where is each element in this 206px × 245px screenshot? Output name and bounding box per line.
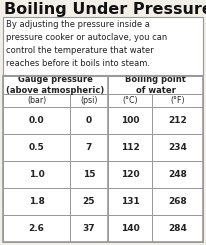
Bar (70, 134, 108, 161)
Text: 1.8: 1.8 (29, 197, 44, 206)
Bar (70, 188, 108, 215)
Text: 1.0: 1.0 (29, 170, 44, 179)
Bar (152, 107, 203, 134)
Bar (108, 94, 152, 107)
Bar (3, 76, 108, 94)
Bar (152, 134, 203, 161)
Text: 131: 131 (121, 197, 139, 206)
Text: 100: 100 (121, 116, 139, 125)
Bar (3, 94, 70, 107)
Text: Gauge pressure
(above atmospheric): Gauge pressure (above atmospheric) (6, 75, 105, 95)
Bar (108, 134, 152, 161)
Text: 212: 212 (168, 116, 187, 125)
Text: 37: 37 (83, 224, 95, 233)
Bar (3, 107, 70, 134)
Text: 2.6: 2.6 (29, 224, 44, 233)
Bar (3, 134, 70, 161)
Bar (3, 188, 70, 215)
Bar (152, 94, 203, 107)
Text: 112: 112 (121, 143, 139, 152)
Text: (bar): (bar) (27, 96, 46, 105)
Text: (°C): (°C) (122, 96, 138, 105)
Text: 120: 120 (121, 170, 139, 179)
Text: Boiling Under Pressure: Boiling Under Pressure (4, 2, 206, 17)
Bar (108, 107, 152, 134)
Bar (152, 188, 203, 215)
Text: 25: 25 (83, 197, 95, 206)
Bar (108, 76, 203, 94)
Bar (108, 215, 152, 242)
Bar (70, 94, 108, 107)
Bar (152, 161, 203, 188)
Text: 0.5: 0.5 (29, 143, 44, 152)
Text: 15: 15 (83, 170, 95, 179)
Text: 7: 7 (86, 143, 92, 152)
Bar (3, 76, 203, 242)
Text: By adjusting the pressure inside a
pressure cooker or autoclave, you can
control: By adjusting the pressure inside a press… (6, 20, 167, 68)
Text: 248: 248 (168, 170, 187, 179)
Text: Boiling point
of water: Boiling point of water (125, 75, 186, 95)
Text: (°F): (°F) (170, 96, 185, 105)
Bar (70, 215, 108, 242)
Bar (152, 215, 203, 242)
Bar (70, 107, 108, 134)
Text: 0.0: 0.0 (29, 116, 44, 125)
Bar (3, 215, 70, 242)
Text: 0: 0 (86, 116, 92, 125)
Bar (70, 161, 108, 188)
Text: 284: 284 (168, 224, 187, 233)
Bar (108, 161, 152, 188)
Text: 268: 268 (168, 197, 187, 206)
Text: 140: 140 (121, 224, 139, 233)
Bar (3, 161, 70, 188)
Bar (108, 188, 152, 215)
Text: 234: 234 (168, 143, 187, 152)
Bar (3, 17, 203, 75)
Text: (psi): (psi) (80, 96, 98, 105)
